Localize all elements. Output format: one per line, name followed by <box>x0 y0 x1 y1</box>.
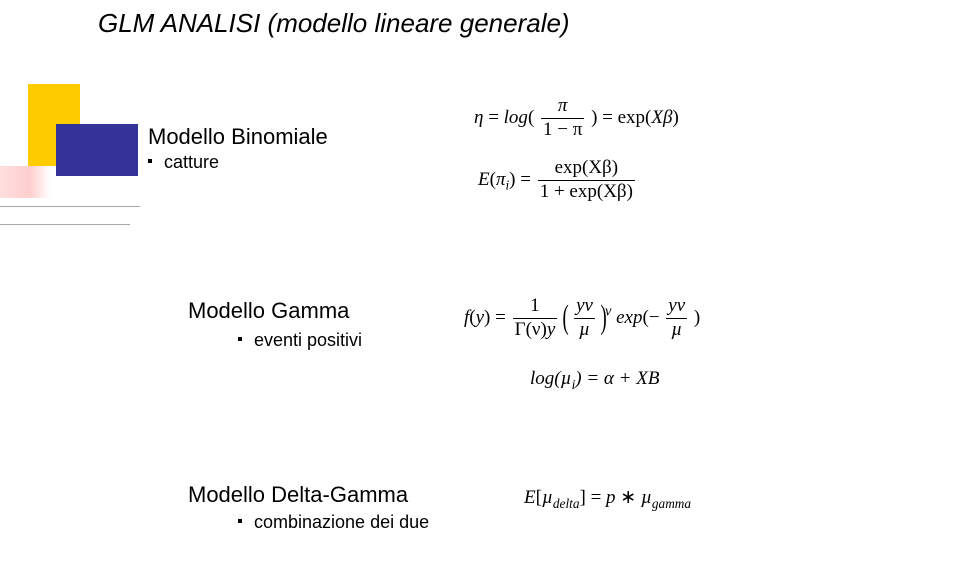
formula-log-mu: log(µi) = α + XB <box>530 368 659 393</box>
heading-delta-gamma: Modello Delta-Gamma <box>188 482 408 508</box>
formula-delta: E[µdelta] = p ∗ µgamma <box>524 486 691 512</box>
bullet-combinazione: combinazione dei due <box>238 512 429 533</box>
decor-block <box>0 80 140 200</box>
bullet-eventi: eventi positivi <box>238 330 362 351</box>
bullet-text: eventi positivi <box>254 330 362 350</box>
bullet-text: catture <box>164 152 219 172</box>
decor-pink <box>0 166 50 198</box>
decor-line <box>0 206 140 207</box>
decor-blue <box>56 124 138 176</box>
heading-binomiale: Modello Binomiale <box>148 124 328 150</box>
bullet-icon <box>238 519 242 523</box>
decor-line <box>0 224 130 225</box>
bullet-text: combinazione dei due <box>254 512 429 532</box>
formula-eta: η = log( π 1 − π ) = exp(Xβ) <box>474 96 679 136</box>
heading-gamma: Modello Gamma <box>188 298 349 324</box>
bullet-catture: catture <box>148 152 219 173</box>
formula-e-pi: E(πi) = exp(Xβ) 1 + exp(Xβ) <box>478 158 637 202</box>
formula-fy: f(y) = 1 Γ(ν)y ( yν µ )ν exp(− yν µ ) <box>464 296 700 336</box>
page-title: GLM ANALISI (modello lineare generale) <box>98 8 570 39</box>
bullet-icon <box>148 159 152 163</box>
bullet-icon <box>238 337 242 341</box>
